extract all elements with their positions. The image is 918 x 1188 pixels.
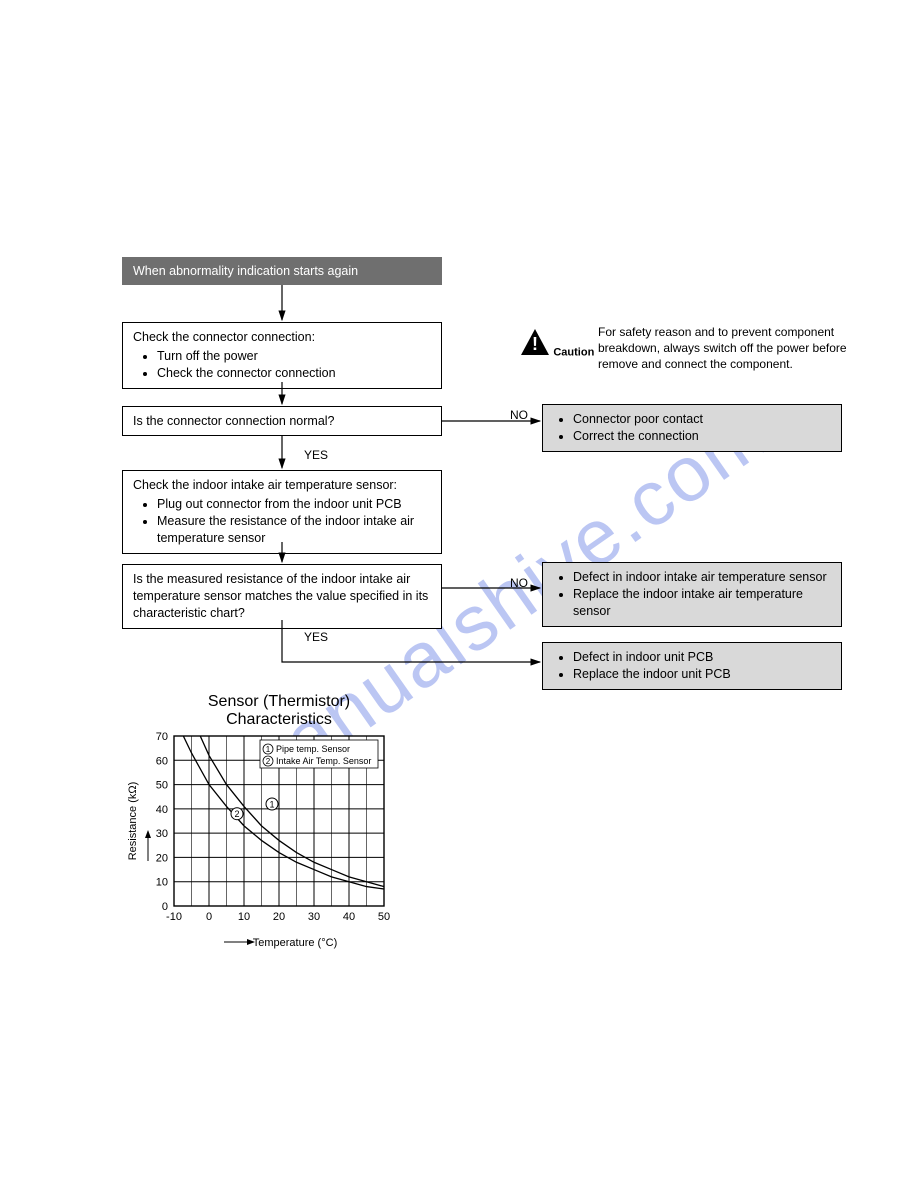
step2-title: Check the connector connection:: [133, 330, 315, 344]
flow-decision-resistance-match: Is the measured resistance of the indoor…: [122, 564, 442, 629]
outC-item-1: Replace the indoor unit PCB: [573, 666, 831, 683]
svg-text:40: 40: [343, 911, 355, 923]
svg-text:50: 50: [378, 911, 390, 923]
svg-text:50: 50: [156, 780, 168, 792]
page-canvas: manualshive.com ! Caution For safety rea…: [0, 0, 918, 1188]
svg-text:-10: -10: [166, 911, 182, 923]
svg-text:40: 40: [156, 804, 168, 816]
outB-item-0: Defect in indoor intake air temperature …: [573, 569, 831, 586]
caution-label: Caution: [553, 346, 594, 358]
outC-item-0: Defect in indoor unit PCB: [573, 649, 831, 666]
flow-result-pcb-defect: Defect in indoor unit PCB Replace the in…: [542, 642, 842, 690]
outB-list: Defect in indoor intake air temperature …: [553, 569, 831, 620]
caution-text: For safety reason and to prevent compone…: [598, 324, 858, 373]
label-yes-1: YES: [304, 448, 328, 462]
svg-text:0: 0: [162, 901, 168, 913]
flow-step-check-sensor: Check the indoor intake air temperature …: [122, 470, 442, 554]
outB-item-1: Replace the indoor intake air temperatur…: [573, 586, 831, 620]
svg-text:Resistance (kΩ): Resistance (kΩ): [127, 782, 139, 861]
label-yes-2: YES: [304, 630, 328, 644]
svg-text:20: 20: [273, 911, 285, 923]
thermistor-chart: Sensor (Thermistor)Characteristics-10010…: [118, 688, 408, 958]
step2-item-1: Check the connector connection: [157, 365, 431, 382]
step4-item-1: Measure the resistance of the indoor int…: [157, 513, 431, 547]
flow-start-box: When abnormality indication starts again: [122, 257, 442, 285]
svg-text:20: 20: [156, 852, 168, 864]
svg-text:Pipe temp. Sensor: Pipe temp. Sensor: [276, 744, 350, 754]
outA-list: Connector poor contact Correct the conne…: [553, 411, 831, 445]
svg-text:Characteristics: Characteristics: [226, 711, 332, 728]
svg-text:30: 30: [156, 828, 168, 840]
svg-text:1: 1: [266, 745, 271, 754]
svg-text:30: 30: [308, 911, 320, 923]
step3-text: Is the connector connection normal?: [133, 413, 335, 430]
svg-text:Temperature (°C): Temperature (°C): [253, 937, 337, 949]
step4-title: Check the indoor intake air temperature …: [133, 478, 397, 492]
step2-item-0: Turn off the power: [157, 348, 431, 365]
flow-start-text: When abnormality indication starts again: [133, 263, 358, 280]
outC-list: Defect in indoor unit PCB Replace the in…: [553, 649, 831, 683]
flow-step-check-connector: Check the connector connection: Turn off…: [122, 322, 442, 389]
svg-text:!: !: [532, 334, 538, 354]
step4-list: Plug out connector from the indoor unit …: [133, 496, 431, 547]
svg-text:10: 10: [238, 911, 250, 923]
step4-item-0: Plug out connector from the indoor unit …: [157, 496, 431, 513]
svg-text:1: 1: [269, 800, 274, 810]
svg-text:0: 0: [206, 911, 212, 923]
flow-decision-connector-normal: Is the connector connection normal?: [122, 406, 442, 436]
label-no-2: NO: [510, 576, 528, 590]
flow-result-connector-poor: Connector poor contact Correct the conne…: [542, 404, 842, 452]
svg-text:10: 10: [156, 877, 168, 889]
step5-text: Is the measured resistance of the indoor…: [133, 572, 428, 620]
svg-text:2: 2: [234, 809, 239, 819]
outA-item-0: Connector poor contact: [573, 411, 831, 428]
step2-list: Turn off the power Check the connector c…: [133, 348, 431, 382]
caution-icon: ! Caution: [520, 328, 594, 360]
flow-result-sensor-defect: Defect in indoor intake air temperature …: [542, 562, 842, 627]
svg-text:Sensor (Thermistor): Sensor (Thermistor): [208, 693, 350, 710]
svg-text:70: 70: [156, 731, 168, 743]
svg-text:60: 60: [156, 755, 168, 767]
outA-item-1: Correct the connection: [573, 428, 831, 445]
label-no-1: NO: [510, 408, 528, 422]
svg-text:Intake Air Temp. Sensor: Intake Air Temp. Sensor: [276, 756, 371, 766]
svg-text:2: 2: [266, 757, 271, 766]
